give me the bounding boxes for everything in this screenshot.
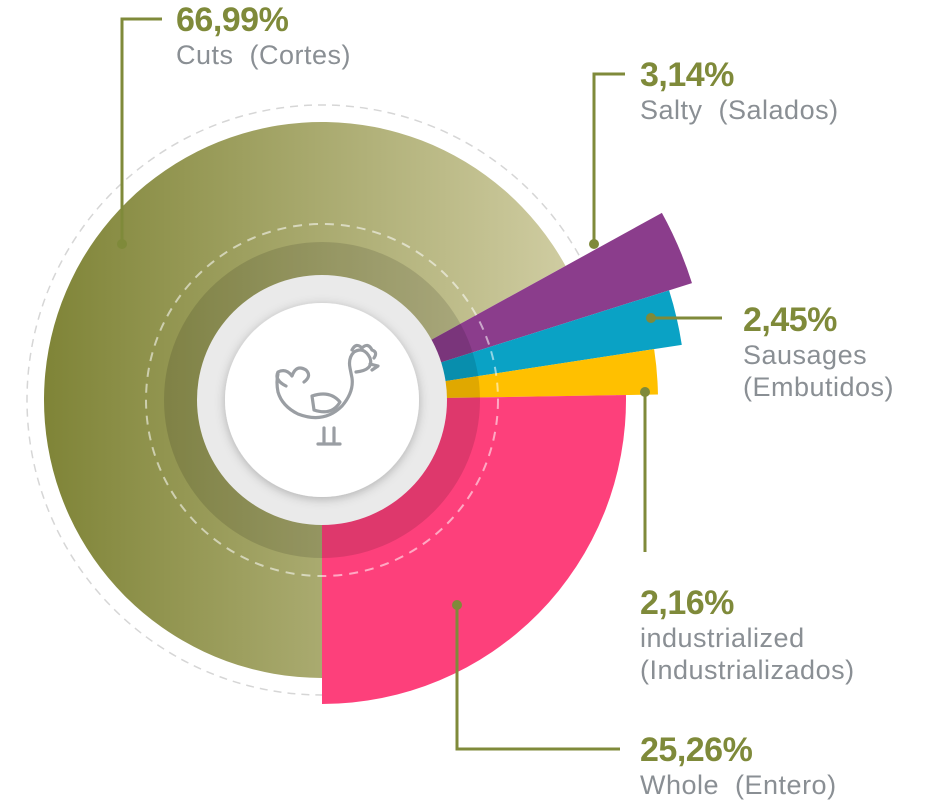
leader-dot-5 <box>452 600 462 610</box>
leader-dot-3 <box>646 313 656 323</box>
data-label-2: 3,14% <box>640 56 734 94</box>
rooster-icon <box>275 343 380 446</box>
leader-dot-1 <box>117 239 127 249</box>
category-label-4-2: (Industrializados) <box>640 654 855 685</box>
leader-line-1 <box>120 17 162 244</box>
leader-line-5 <box>455 605 620 751</box>
data-label-4: 2,16% <box>640 584 734 622</box>
callout-3: 2,45% Sausages (Embutidos) <box>743 300 894 404</box>
callout-5: 25,26% Whole (Entero) <box>640 730 837 802</box>
callout-4: 2,16% industrialized (Industrializados) <box>640 583 855 687</box>
center-white-disc <box>225 303 419 497</box>
data-label-1: 66,99% <box>176 1 289 39</box>
category-label-4-1: industrialized <box>640 623 805 654</box>
category-label-3-1: Sausages <box>743 340 868 371</box>
leader-dot-2 <box>589 239 599 249</box>
data-label-5: 25,26% <box>640 731 753 769</box>
leader-line-2 <box>592 72 625 244</box>
category-label-5-1: Whole (Entero) <box>640 770 837 801</box>
category-label-2-1: Salty (Salados) <box>640 95 839 126</box>
inner-dashed-ring <box>145 223 499 577</box>
callout-2: 3,14% Salty (Salados) <box>640 55 839 127</box>
category-label-3-2: (Embutidos) <box>743 371 895 402</box>
data-label-3: 2,45% <box>743 301 837 339</box>
callout-1: 66,99% Cuts (Cortes) <box>176 0 351 72</box>
category-label-1-1: Cuts (Cortes) <box>176 40 352 71</box>
leader-dot-4 <box>640 387 650 397</box>
